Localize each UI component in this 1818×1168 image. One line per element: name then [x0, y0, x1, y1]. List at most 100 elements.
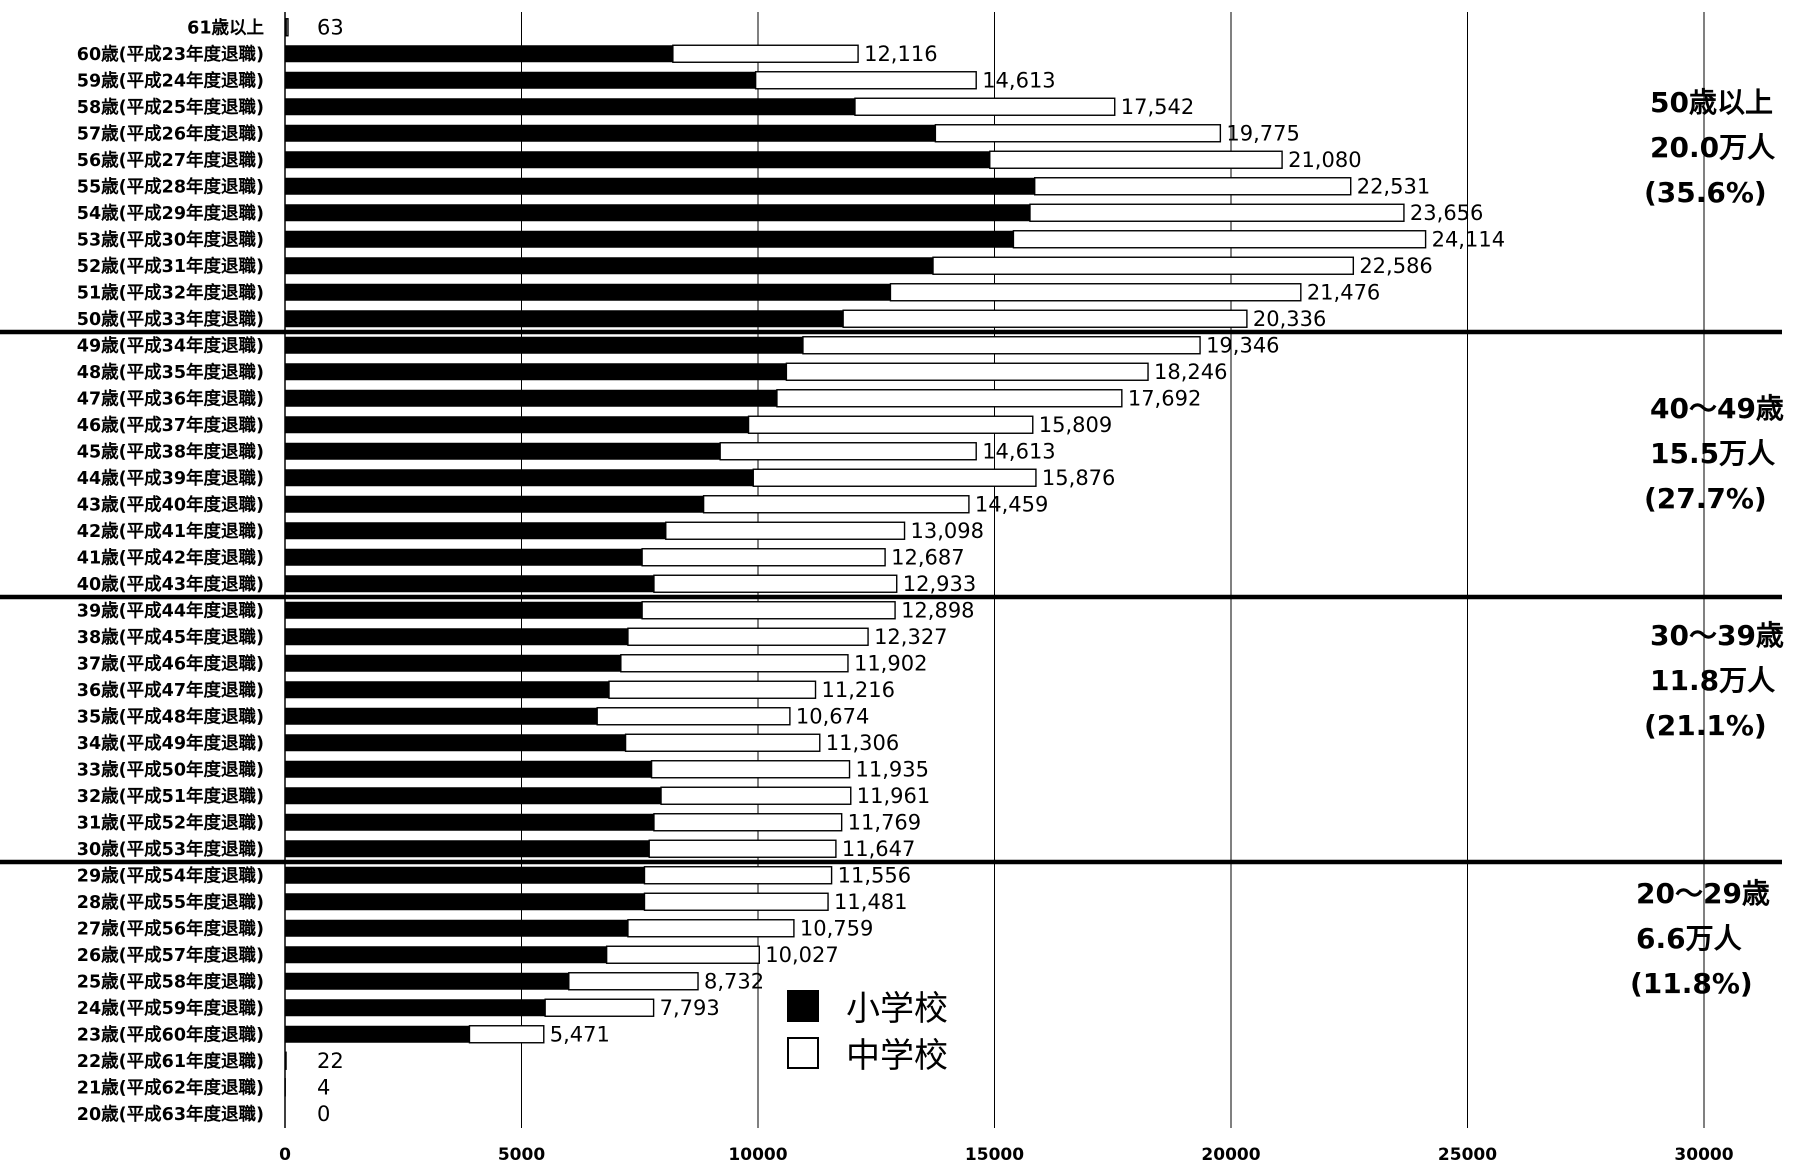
bar-elementary	[285, 919, 628, 937]
total-value-label: 11,769	[848, 810, 921, 834]
total-value-label: 14,613	[982, 439, 1055, 463]
bar-junior-high	[802, 336, 1201, 355]
total-value-label: 15,809	[1039, 413, 1112, 437]
bar-junior-high	[568, 972, 699, 991]
category-label: 58歳(平成25年度退職)	[77, 97, 264, 118]
category-label: 30歳(平成53年度退職)	[77, 839, 264, 860]
category-label: 61歳以上	[187, 17, 264, 38]
bar-junior-high	[643, 866, 833, 885]
category-label: 53歳(平成30年度退職)	[77, 229, 264, 250]
total-value-label: 7,793	[660, 996, 720, 1020]
total-value-label: 12,687	[891, 545, 964, 569]
bar-elementary	[285, 734, 626, 752]
total-value-label: 15,876	[1042, 466, 1115, 490]
legend-swatch-elementary	[787, 990, 819, 1022]
bar-junior-high	[854, 97, 1116, 116]
bar-junior-high	[653, 813, 843, 832]
category-label: 46歳(平成37年度退職)	[77, 415, 264, 436]
bar-elementary	[285, 575, 654, 593]
bar-junior-high	[608, 680, 817, 699]
x-tick-label: 25000	[1438, 1145, 1497, 1165]
category-label: 36歳(平成47年度退職)	[77, 680, 264, 701]
group-count: 20.0万人	[1650, 131, 1775, 164]
category-label: 22歳(平成61年度退職)	[77, 1051, 264, 1072]
group-age-range: 30～39歳	[1650, 619, 1784, 652]
total-value-label: 11,481	[834, 890, 907, 914]
bar-junior-high	[648, 839, 837, 858]
group-count: 6.6万人	[1636, 922, 1742, 955]
group-percent: (35.6%)	[1644, 176, 1767, 209]
x-tick-label: 5000	[498, 1145, 545, 1165]
category-label: 21歳(平成62年度退職)	[77, 1077, 264, 1098]
total-value-label: 12,898	[901, 598, 974, 622]
bar-junior-high	[1012, 230, 1427, 249]
bar-junior-high	[932, 256, 1355, 275]
category-label: 59歳(平成24年度退職)	[77, 70, 264, 91]
category-label: 24歳(平成59年度退職)	[77, 998, 264, 1019]
category-label: 54歳(平成29年度退職)	[77, 203, 264, 224]
bar-elementary	[285, 336, 803, 354]
legend-label: 中学校	[846, 1036, 948, 1076]
group-age-range: 50歳以上	[1650, 86, 1773, 119]
total-value-label: 63	[317, 15, 344, 39]
total-value-label: 12,327	[874, 625, 947, 649]
category-label: 47歳(平成36年度退職)	[77, 388, 264, 409]
category-label: 55歳(平成28年度退職)	[77, 176, 264, 197]
category-label: 26歳(平成57年度退職)	[77, 945, 264, 966]
bar-elementary	[285, 760, 652, 778]
bar-elementary	[285, 601, 643, 619]
legend-label: 小学校	[846, 989, 948, 1029]
bar-elementary	[285, 946, 607, 964]
total-value-label: 11,902	[854, 651, 927, 675]
bar-elementary	[285, 681, 610, 699]
total-value-label: 18,246	[1154, 360, 1227, 384]
total-value-label: 4	[317, 1075, 330, 1099]
category-label: 50歳(平成33年度退職)	[77, 309, 264, 330]
category-label: 48歳(平成35年度退職)	[77, 362, 264, 383]
bar-elementary	[285, 442, 721, 460]
bar-elementary	[285, 416, 749, 434]
total-value-label: 10,674	[796, 704, 869, 728]
total-value-label: 13,098	[911, 519, 984, 543]
bar-elementary	[285, 98, 855, 116]
bar-elementary	[285, 45, 673, 63]
total-value-label: 8,732	[704, 969, 764, 993]
total-value-label: 17,692	[1128, 386, 1201, 410]
total-value-label: 24,114	[1432, 227, 1505, 251]
bar-junior-high	[643, 892, 829, 911]
bar-elementary	[285, 283, 891, 301]
bar-junior-high	[989, 150, 1283, 169]
group-percent: (21.1%)	[1644, 709, 1767, 742]
group-percent: (11.8%)	[1630, 967, 1753, 1000]
group-age-range: 20～29歳	[1636, 877, 1770, 910]
bar-elementary	[285, 71, 756, 89]
bar-elementary	[285, 999, 546, 1017]
bar-junior-high	[620, 654, 849, 673]
category-label: 51歳(平成32年度退職)	[77, 282, 264, 303]
category-label: 31歳(平成52年度退職)	[77, 812, 264, 833]
total-value-label: 19,346	[1206, 333, 1279, 357]
total-value-label: 14,613	[982, 68, 1055, 92]
bar-junior-high	[284, 1051, 287, 1070]
bar-elementary	[285, 177, 1035, 195]
total-value-label: 22	[317, 1049, 344, 1073]
category-label: 32歳(平成51年度退職)	[77, 786, 264, 807]
group-count: 11.8万人	[1650, 664, 1775, 697]
bar-elementary	[285, 230, 1014, 248]
bar-junior-high	[776, 389, 1123, 408]
bar-elementary	[285, 707, 598, 725]
category-label: 52歳(平成31年度退職)	[77, 256, 264, 277]
category-label: 37歳(平成46年度退職)	[77, 653, 264, 674]
bar-junior-high	[672, 44, 859, 63]
total-value-label: 11,935	[856, 757, 929, 781]
bar-elementary	[285, 866, 645, 884]
bar-junior-high	[719, 442, 977, 461]
bar-junior-high	[842, 309, 1248, 328]
bar-junior-high	[285, 18, 289, 37]
bar-elementary	[285, 310, 844, 328]
category-label: 44歳(平成39年度退職)	[77, 468, 264, 489]
bar-elementary	[285, 522, 666, 540]
bar-junior-high	[468, 1025, 545, 1044]
bar-elementary	[285, 628, 628, 646]
bar-junior-high	[596, 707, 791, 726]
